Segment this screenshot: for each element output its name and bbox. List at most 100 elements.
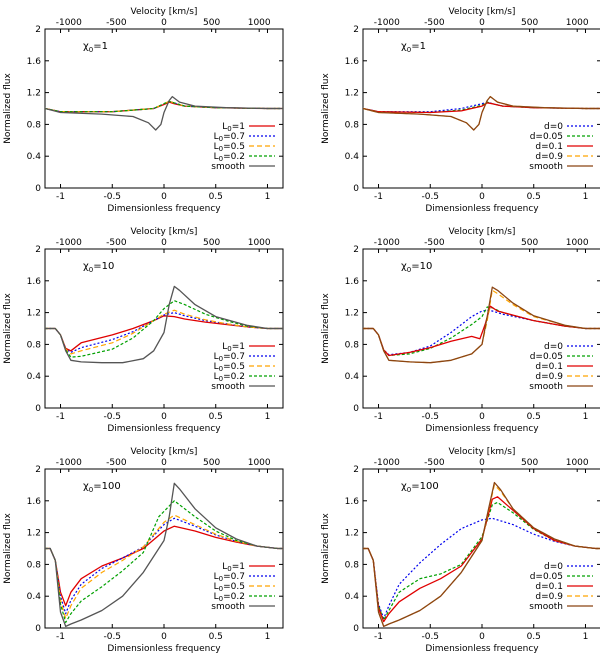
legend-label: d=0.05 <box>530 352 563 362</box>
legend-label-sub: 0 <box>219 145 223 153</box>
legend-label: L0=0.7 <box>214 132 245 143</box>
legend-label-sub: 0 <box>219 585 223 593</box>
legend-label-rest: =0.2 <box>223 372 245 382</box>
x2-tick-label: 1000 <box>566 18 589 28</box>
chi-subscript: 0 <box>407 46 411 54</box>
series-line-3 <box>363 496 600 623</box>
legend-label-main: d=0.1 <box>535 142 563 152</box>
x-tick-label: -1 <box>374 412 383 422</box>
x-tick-label: 0.5 <box>527 412 541 422</box>
x-tick-label: -1 <box>56 192 65 202</box>
legend-label-main: L <box>214 582 219 592</box>
legend-label-main: d=0.9 <box>535 152 563 162</box>
legend-label-main: d=0 <box>544 562 563 572</box>
x2-tick-label: 1000 <box>566 238 589 248</box>
legend-label-main: L <box>214 132 219 142</box>
x-axis-label: Dimensionless frequency <box>425 644 539 654</box>
y-tick-label: 1.6 <box>345 277 360 287</box>
legend-label-main: d=0.1 <box>535 362 563 372</box>
legend-label: smooth <box>211 382 245 392</box>
series-group <box>45 95 283 131</box>
legend-label: L0=1 <box>222 562 245 573</box>
legend-label-sub: 0 <box>219 375 223 383</box>
panel-5: -1 -0.5 0 0.5 1 -1000 -500 0 500 1000 0 0.4 0.8 1.2 1.… <box>3 447 284 654</box>
series-line-3 <box>45 100 283 113</box>
legend-label: L0=0.5 <box>214 582 245 593</box>
legend-label-rest: =0.5 <box>223 362 245 372</box>
x-tick-label: 0 <box>479 412 485 422</box>
legend-label: smooth <box>529 382 563 392</box>
series-line-2 <box>363 101 600 114</box>
x-tick-label: 0.5 <box>527 632 541 642</box>
x2-tick-label: -500 <box>424 18 445 28</box>
x2-tick-label: 1000 <box>248 238 271 248</box>
legend-label-rest: =0.7 <box>223 352 245 362</box>
chi-annotation: χ0=100 <box>401 481 439 494</box>
legend-label-main: smooth <box>211 382 245 392</box>
chi-symbol: χ <box>83 481 89 492</box>
x-tick-label: 0.5 <box>527 192 541 202</box>
legend-label-main: smooth <box>529 602 563 612</box>
chi-annotation: χ0=10 <box>401 261 432 274</box>
x-axis-label: Dimensionless frequency <box>425 204 539 214</box>
legend-label: smooth <box>529 162 563 172</box>
y-tick-label: 0 <box>35 184 41 194</box>
y-tick-label: 0 <box>353 184 359 194</box>
legend-label-main: d=0.05 <box>530 572 563 582</box>
y-tick-label: 1.6 <box>27 277 42 287</box>
x2-axis-label: Velocity [km/s] <box>449 447 516 457</box>
x2-tick-label: 0 <box>479 18 485 28</box>
y-tick-label: 1.6 <box>345 57 360 67</box>
legend-label-main: L <box>222 122 227 132</box>
series-line-1 <box>363 309 600 356</box>
legend-label-main: d=0.05 <box>530 132 563 142</box>
legend-label: d=0 <box>544 122 563 132</box>
plot-frame <box>44 248 284 409</box>
series-line-5 <box>45 285 283 364</box>
series-group <box>363 95 600 131</box>
series-line-3 <box>363 305 600 357</box>
legend-label: d=0.9 <box>535 372 563 382</box>
y-tick-label: 0.8 <box>27 560 42 570</box>
legend-label-main: L <box>222 562 227 572</box>
x-axis-label: Dimensionless frequency <box>425 424 539 434</box>
chi-subscript: 0 <box>89 486 93 494</box>
legend-label-sub: 0 <box>219 355 223 363</box>
chi-value: =10 <box>93 261 114 272</box>
legend-label-main: smooth <box>211 162 245 172</box>
x-tick-label: 1 <box>583 192 589 202</box>
series-line-5 <box>363 481 600 628</box>
legend-label: d=0.1 <box>535 362 563 372</box>
legend-label: L0=0.5 <box>214 362 245 373</box>
legend-label-main: L <box>214 152 219 162</box>
legend-label: d=0.9 <box>535 592 563 602</box>
chi-annotation: χ0=10 <box>83 261 114 274</box>
y-tick-label: 0 <box>353 404 359 414</box>
legend-label-rest: =0.5 <box>223 142 245 152</box>
legend-label-rest: =1 <box>232 122 245 132</box>
legend-label-main: d=0.9 <box>535 372 563 382</box>
x2-tick-label: -500 <box>424 458 445 468</box>
series-line-5 <box>45 95 283 131</box>
x-tick-label: 0 <box>479 632 485 642</box>
x2-tick-label: -1000 <box>56 18 82 28</box>
y-tick-label: 0.4 <box>345 372 360 382</box>
legend-label-main: L <box>214 142 219 152</box>
y-tick-label: 0.8 <box>345 340 360 350</box>
legend-label-rest: =1 <box>232 342 245 352</box>
x2-tick-label: -500 <box>424 238 445 248</box>
legend-label-sub: 0 <box>227 125 231 133</box>
legend-label: d=0.9 <box>535 152 563 162</box>
legend-label: d=0 <box>544 342 563 352</box>
x-axis-label: Dimensionless frequency <box>107 644 221 654</box>
y-axis-label: Normalized flux <box>321 293 331 364</box>
legend-label: d=0.1 <box>535 582 563 592</box>
y-tick-label: 0.4 <box>345 592 360 602</box>
x-tick-label: -1 <box>374 192 383 202</box>
panel-1: -1 -0.5 0 0.5 1 -1000 -500 0 500 1000 0 0.4 0.8 1.2 1.… <box>3 7 284 214</box>
y-tick-label: 1.2 <box>345 309 359 319</box>
y-tick-label: 0.8 <box>345 560 360 570</box>
plot-frame <box>44 468 284 629</box>
legend-label-main: d=0.1 <box>535 582 563 592</box>
legend-label-main: d=0.05 <box>530 352 563 362</box>
